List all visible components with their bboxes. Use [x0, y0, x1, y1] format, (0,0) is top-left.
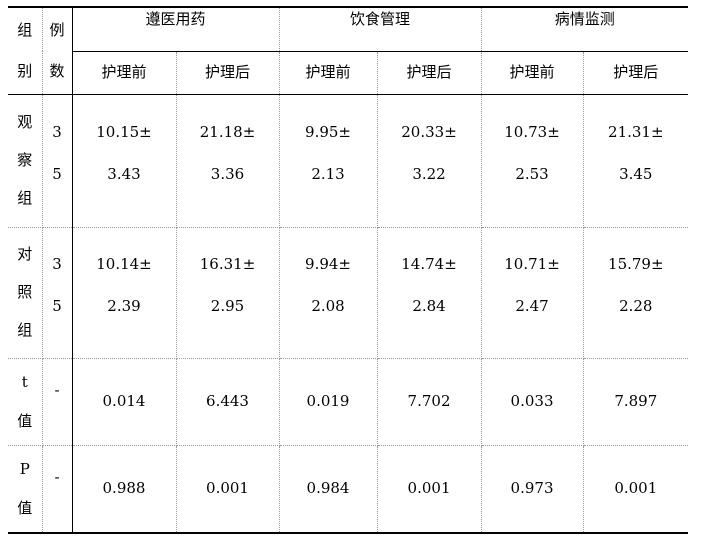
cell-sd: 2.84 — [412, 297, 446, 315]
cell-mean: 20.33± — [401, 123, 457, 141]
row-label-char: 观 — [17, 113, 33, 131]
row-count-char: 3 — [52, 123, 62, 141]
count-header-char-1: 例 — [49, 20, 65, 39]
table-cell: 9.95± 2.13 — [279, 94, 378, 228]
count-header-char-2: 数 — [49, 61, 65, 80]
row-label: P 值 — [8, 445, 43, 534]
row-label: 观 察 组 — [8, 94, 43, 228]
table-cell: 0.019 — [279, 358, 378, 446]
cell-mean: 16.31± — [199, 255, 256, 273]
table-cell: 14.74± 2.84 — [377, 227, 482, 359]
table-cell: 0.014 — [72, 358, 177, 446]
cell-sd: 2.28 — [619, 297, 653, 315]
table-cell: 10.71± 2.47 — [481, 227, 584, 359]
table-cell: 10.14± 2.39 — [72, 227, 177, 359]
table-cell: 0.001 — [377, 445, 482, 534]
table-row: 观 察 组 3 5 10.15± 3.43 21.18± 3.36 9.95± 2.1… — [8, 94, 689, 228]
cell-sd: 2.95 — [210, 297, 245, 315]
sub-header-after: 护理后 — [377, 51, 482, 95]
sub-header-before: 护理前 — [279, 51, 378, 95]
group-header-char-1: 组 — [17, 20, 33, 39]
table-cell: 0.033 — [481, 358, 584, 446]
cell-sd: 3.43 — [107, 165, 141, 183]
cell-mean: 10.14± — [96, 255, 152, 273]
category-header-diet: 饮食管理 — [279, 6, 482, 52]
table-cell: 9.94± 2.08 — [279, 227, 378, 359]
row-label-char: 组 — [17, 321, 33, 339]
row-label-char: 照 — [17, 283, 33, 301]
row-label: t 值 — [8, 358, 43, 446]
count-header-cell: 例 数 — [42, 6, 73, 95]
table-cell: 0.984 — [279, 445, 378, 534]
table-cell: 0.001 — [176, 445, 280, 534]
cell-mean: 9.95± — [305, 123, 351, 141]
table-cell: 20.33± 3.22 — [377, 94, 482, 228]
table-cell: 7.897 — [583, 358, 689, 446]
table-row: t 值 - 0.014 6.443 0.019 7.702 0.033 7.89… — [8, 358, 689, 446]
cell-mean: 21.31± — [608, 123, 664, 141]
row-count-char: 5 — [52, 297, 62, 315]
row-label: 对 照 组 — [8, 227, 43, 359]
sub-header-before: 护理前 — [72, 51, 177, 95]
group-header-cell: 组 别 — [8, 6, 43, 95]
sub-header-after: 护理后 — [176, 51, 280, 95]
table-cell: 0.973 — [481, 445, 584, 534]
category-header-monitoring: 病情监测 — [481, 6, 689, 52]
cell-mean: 14.74± — [401, 255, 457, 273]
cell-sd: 2.08 — [311, 297, 345, 315]
row-count: - — [42, 445, 73, 534]
row-label-char: 对 — [17, 245, 33, 263]
table-cell: 21.18± 3.36 — [176, 94, 280, 228]
cell-sd: 2.13 — [311, 165, 345, 183]
row-count: - — [42, 358, 73, 446]
comparison-table: 组 别 例 数 遵医用药 饮食管理 病情监测 护理前 护理后 护理前 护理后 护… — [8, 6, 689, 534]
table-cell: 0.988 — [72, 445, 177, 534]
table-cell: 7.702 — [377, 358, 482, 446]
row-label-char: 值 — [17, 498, 33, 517]
cell-mean: 9.94± — [305, 255, 351, 273]
row-count-char: 3 — [52, 255, 62, 273]
cell-sd: 3.22 — [412, 165, 446, 183]
cell-mean: 15.79± — [608, 255, 664, 273]
table-cell: 15.79± 2.28 — [583, 227, 689, 359]
table-cell: 10.73± 2.53 — [481, 94, 584, 228]
row-label-char: t — [21, 372, 28, 391]
table-cell: 21.31± 3.45 — [583, 94, 689, 228]
cell-sd: 3.36 — [210, 165, 245, 183]
row-count: 3 5 — [42, 94, 73, 228]
cell-sd: 2.39 — [107, 297, 141, 315]
row-label-char: P — [19, 459, 30, 478]
table-row: P 值 - 0.988 0.001 0.984 0.001 0.973 0.00… — [8, 445, 689, 534]
cell-sd: 3.45 — [619, 165, 653, 183]
row-label-char: 值 — [17, 411, 33, 430]
row-count: 3 5 — [42, 227, 73, 359]
cell-sd: 2.53 — [515, 165, 549, 183]
cell-sd: 2.47 — [515, 297, 549, 315]
cell-mean: 10.73± — [504, 123, 560, 141]
table-cell: 10.15± 3.43 — [72, 94, 177, 228]
row-count-char: 5 — [52, 165, 62, 183]
cell-mean: 21.18± — [199, 123, 256, 141]
table-row: 对 照 组 3 5 10.14± 2.39 16.31± 2.95 9.94± 2.0… — [8, 227, 689, 359]
row-label-char: 组 — [17, 189, 33, 207]
cell-mean: 10.71± — [504, 255, 560, 273]
category-header-medication: 遵医用药 — [72, 6, 280, 52]
group-header-char-2: 别 — [17, 61, 33, 80]
cell-mean: 10.15± — [96, 123, 152, 141]
table-cell: 0.001 — [583, 445, 689, 534]
sub-header-after: 护理后 — [583, 51, 689, 95]
row-label-char: 察 — [17, 151, 33, 169]
table-cell: 6.443 — [176, 358, 280, 446]
sub-header-before: 护理前 — [481, 51, 584, 95]
table-cell: 16.31± 2.95 — [176, 227, 280, 359]
